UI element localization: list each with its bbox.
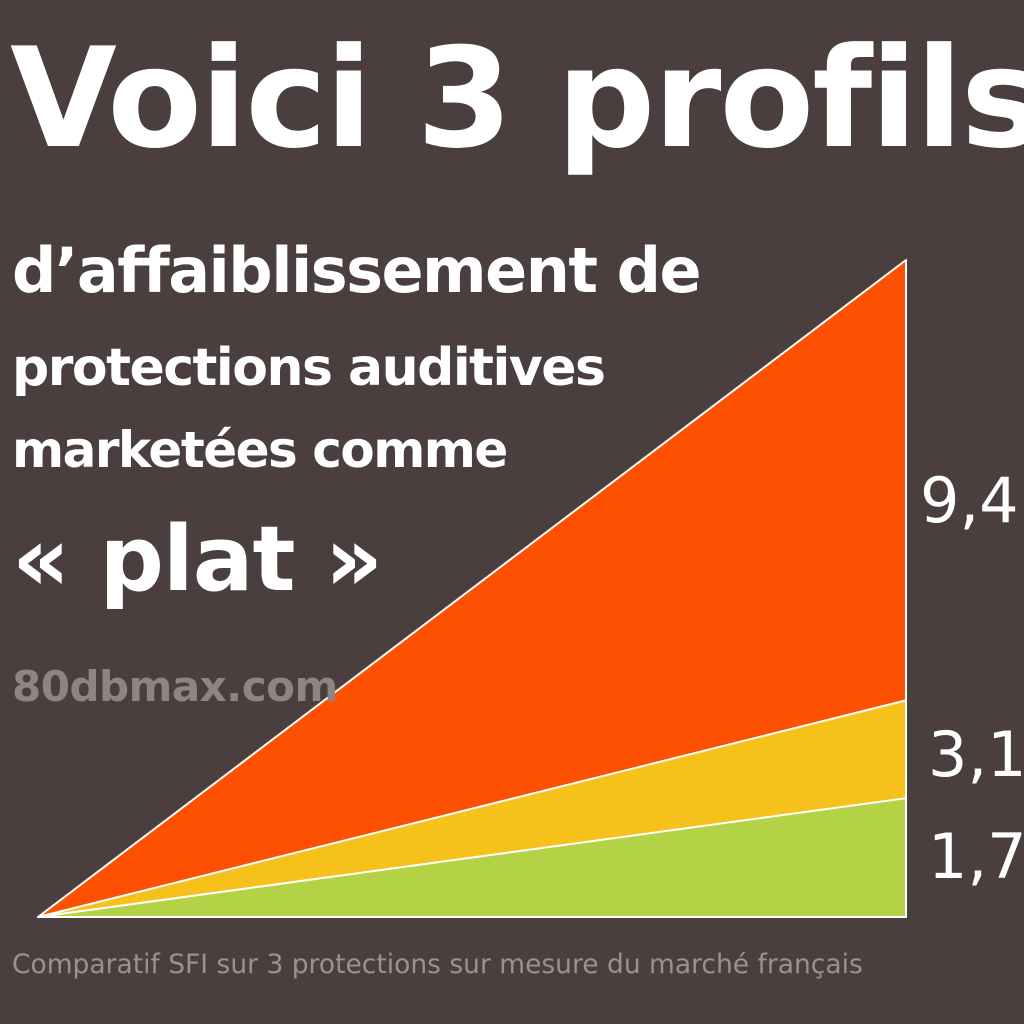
watermark-text: 80dbmax.com: [12, 662, 338, 711]
subtitle-line-4: « plat »: [12, 507, 383, 612]
data-label-orange: 9,4: [920, 464, 1019, 537]
subtitle-line-1: d’affaiblissement de: [12, 234, 702, 307]
area-green: [37, 797, 907, 918]
chart-areas: [37, 259, 907, 918]
data-label-yellow: 3,1: [928, 718, 1024, 791]
footer-caption: Comparatif SFI sur 3 protections sur mes…: [12, 949, 863, 980]
chart-title: Voici 3 profils: [10, 18, 1024, 179]
subtitle-line-2: protections auditives: [12, 338, 606, 398]
subtitle-line-3: marketées comme: [12, 421, 508, 479]
data-label-green: 1,7: [928, 820, 1024, 893]
